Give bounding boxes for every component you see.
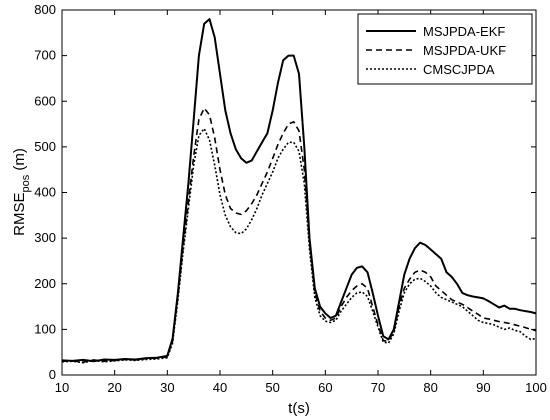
y-axis-ticks: 0 100 200 300 400 500 600 700 800 bbox=[34, 2, 536, 382]
y-axis-label: RMSEpos (m) bbox=[11, 148, 32, 236]
series-layer bbox=[61, 18, 537, 364]
y-tick-label: 800 bbox=[34, 2, 56, 17]
y-axis-label-unit: (m) bbox=[11, 148, 28, 175]
y-axis-label-main: RMSE bbox=[11, 193, 28, 236]
y-tick-label: 600 bbox=[34, 93, 56, 108]
x-tick-label: 60 bbox=[318, 380, 332, 395]
legend-label-msjpda-ekf: MSJPDA-EKF bbox=[423, 24, 505, 39]
legend-box bbox=[357, 13, 533, 85]
legend: MSJPDA-EKF MSJPDA-UKF CMSCJPDA bbox=[357, 13, 533, 85]
x-tick-label: 80 bbox=[423, 380, 437, 395]
x-tick-label: 10 bbox=[55, 380, 69, 395]
y-tick-label: 400 bbox=[34, 185, 56, 200]
x-tick-label: 30 bbox=[160, 380, 174, 395]
legend-label-msjpda-ukf: MSJPDA-UKF bbox=[423, 43, 506, 58]
x-axis-ticks: 10 20 30 40 50 60 70 80 90 100 bbox=[55, 10, 547, 395]
y-axis-label-subscript: pos bbox=[20, 174, 32, 192]
x-tick-label: 50 bbox=[265, 380, 279, 395]
y-tick-label: 500 bbox=[34, 139, 56, 154]
y-tick-label: 300 bbox=[34, 230, 56, 245]
x-tick-label: 40 bbox=[213, 380, 227, 395]
x-tick-label: 90 bbox=[476, 380, 490, 395]
series-line-msjpda-ekf bbox=[61, 18, 537, 363]
y-tick-label: 700 bbox=[34, 48, 56, 63]
x-tick-label: 20 bbox=[107, 380, 121, 395]
x-tick-label: 70 bbox=[371, 380, 385, 395]
x-tick-label: 100 bbox=[525, 380, 547, 395]
y-tick-label: 0 bbox=[49, 367, 56, 382]
legend-label-cmscjpda: CMSCJPDA bbox=[423, 62, 495, 77]
y-tick-label: 200 bbox=[34, 276, 56, 291]
y-tick-label: 100 bbox=[34, 321, 56, 336]
x-axis-label: t(s) bbox=[288, 400, 310, 417]
